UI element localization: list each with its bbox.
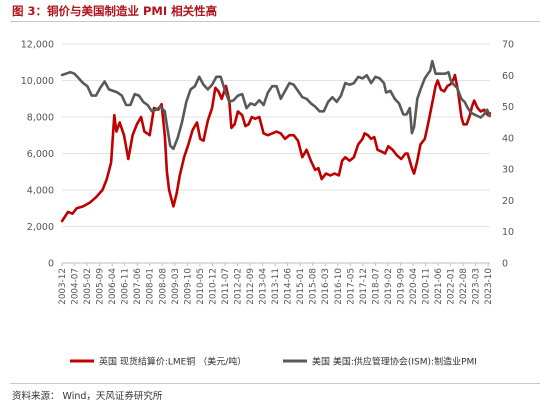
x-tick-label: 2014-06 bbox=[284, 268, 294, 305]
series-lines bbox=[60, 59, 492, 223]
left-tick-label: 8,000 bbox=[27, 113, 54, 124]
x-tick-label: 2015-08 bbox=[309, 268, 319, 305]
left-tick-label: 4,000 bbox=[27, 186, 54, 197]
copper-price-line bbox=[60, 73, 492, 223]
x-tick-label: 2008-08 bbox=[158, 268, 168, 305]
x-tick-label: 2016-10 bbox=[334, 268, 344, 305]
x-tick-label: 2017-12 bbox=[359, 268, 369, 305]
right-tick-label: 50 bbox=[502, 102, 514, 113]
x-tick-label: 2003-12 bbox=[58, 268, 68, 305]
x-tick-label: 2015-01 bbox=[296, 268, 306, 305]
x-tick-label: 2016-03 bbox=[321, 268, 331, 305]
x-tick-label: 2004-07 bbox=[71, 268, 81, 305]
x-tick-label: 2017-05 bbox=[346, 268, 356, 305]
x-tick-label: 2006-04 bbox=[108, 268, 118, 305]
x-tick-label: 2007-06 bbox=[133, 268, 143, 305]
left-tick-label: 12,000 bbox=[21, 40, 54, 51]
left-axis-ticks: 0 2,000 4,000 6,000 8,000 10,000 12,000 bbox=[21, 40, 54, 270]
right-tick-label: 70 bbox=[502, 40, 514, 51]
x-tick-label: 2023-10 bbox=[484, 268, 494, 305]
title-divider bbox=[10, 21, 540, 22]
chart-title: 图 3：铜价与美国制造业 PMI 相关性高 bbox=[12, 4, 218, 18]
x-tick-label: 2019-02 bbox=[384, 268, 394, 305]
x-tick-label: 2012-09 bbox=[246, 268, 256, 305]
legend: 英国 现货结算价:LME铜 （美元/吨） 美国 美国:供应管理协会(ISM):制造… bbox=[70, 356, 477, 368]
right-tick-label: 40 bbox=[502, 133, 514, 144]
left-tick-label: 10,000 bbox=[21, 76, 54, 87]
x-tick-label: 2020-04 bbox=[409, 268, 419, 305]
x-tick-label: 2019-09 bbox=[396, 268, 406, 305]
x-tick-label: 2011-07 bbox=[221, 268, 231, 305]
x-tick-label: 2018-07 bbox=[371, 268, 381, 305]
x-tick-label: 2023-03 bbox=[472, 268, 482, 305]
legend-label: 美国 美国:供应管理协会(ISM):制造业PMI bbox=[312, 356, 477, 368]
x-tick-label: 2005-09 bbox=[96, 268, 106, 305]
x-axis-ticks: 2003-12 2004-07 2005-02 2005-09 2006-04 2006-… bbox=[58, 263, 494, 305]
x-tick-label: 2006-11 bbox=[121, 268, 131, 305]
x-tick-label: 2013-04 bbox=[259, 268, 269, 305]
right-tick-label: 30 bbox=[502, 165, 514, 176]
x-tick-label: 2013-11 bbox=[271, 268, 281, 305]
x-tick-label: 2005-02 bbox=[83, 268, 93, 305]
source-note: 资料来源： Wind，天风证券研究所 bbox=[12, 391, 163, 402]
x-tick-label: 2010-05 bbox=[196, 268, 206, 305]
x-tick-label: 2009-10 bbox=[183, 268, 193, 305]
right-tick-label: 0 bbox=[502, 259, 508, 270]
left-tick-label: 0 bbox=[48, 259, 54, 270]
x-tick-label: 2008-01 bbox=[146, 268, 156, 305]
ism-pmi-line bbox=[60, 59, 492, 151]
x-tick-label: 2022-01 bbox=[447, 268, 457, 305]
x-tick-label: 2009-03 bbox=[171, 268, 181, 305]
legend-label: 英国 现货结算价:LME铜 （美元/吨） bbox=[99, 356, 246, 368]
x-tick-label: 2012-02 bbox=[233, 268, 243, 305]
right-tick-label: 60 bbox=[502, 71, 514, 82]
footer-divider bbox=[10, 383, 540, 384]
right-axis-ticks: 0 10 20 30 40 50 60 70 bbox=[502, 40, 514, 270]
left-tick-label: 6,000 bbox=[27, 149, 54, 160]
gridlines bbox=[62, 43, 490, 227]
right-tick-label: 20 bbox=[502, 196, 514, 207]
x-tick-label: 2022-08 bbox=[459, 268, 469, 305]
x-tick-label: 2010-12 bbox=[208, 268, 218, 305]
copper-pmi-chart: 0 2,000 4,000 6,000 8,000 10,000 12,000 0 10 20 3… bbox=[21, 40, 514, 368]
x-tick-label: 2020-11 bbox=[422, 268, 432, 305]
x-tick-label: 2021-06 bbox=[434, 268, 444, 305]
right-tick-label: 10 bbox=[502, 227, 514, 238]
left-tick-label: 2,000 bbox=[27, 222, 54, 233]
